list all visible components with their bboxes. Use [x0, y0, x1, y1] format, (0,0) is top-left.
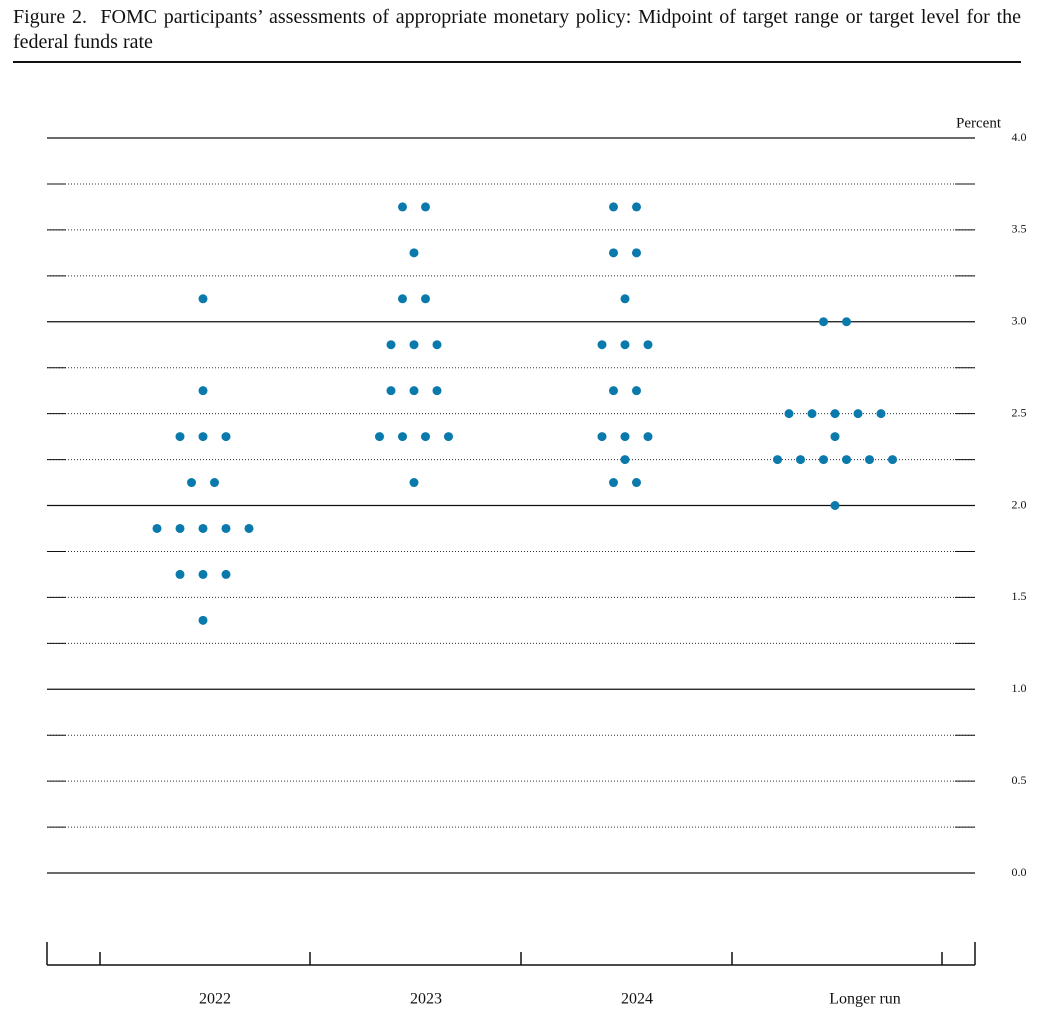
dot: [620, 294, 630, 304]
dot: [842, 317, 851, 327]
dot: [888, 455, 897, 465]
dot: [398, 202, 407, 212]
chart-title: Figure 2. FOMC participants’ assessments…: [13, 6, 1026, 53]
dot: [807, 409, 817, 419]
dot: [198, 615, 208, 625]
dot: [386, 340, 396, 350]
y-tick-label: 0.0: [1012, 865, 1027, 879]
dot: [421, 202, 430, 212]
x-tick-label: 2023: [410, 991, 442, 1008]
y-tick-label: 3.5: [1012, 222, 1027, 236]
y-tick-label: 4.0: [1012, 130, 1027, 144]
dot: [853, 409, 863, 419]
dot: [221, 569, 231, 579]
dot: [221, 523, 231, 533]
dot: [609, 202, 618, 212]
dot: [609, 478, 618, 488]
dot: [830, 501, 840, 510]
dot: [819, 317, 828, 327]
dot: [842, 455, 851, 465]
dot: [830, 409, 840, 419]
dot: [187, 478, 196, 488]
dot: [609, 386, 618, 396]
dot: [198, 569, 208, 579]
y-tick-label: 2.5: [1012, 405, 1027, 419]
dot: [620, 432, 630, 442]
dot: [244, 523, 254, 533]
dot: [444, 432, 453, 442]
dot: [597, 340, 607, 350]
y-tick-label: 2.0: [1012, 497, 1027, 511]
x-tick-label: 2022: [199, 991, 231, 1008]
dot: [409, 248, 419, 258]
dot: [409, 386, 419, 396]
dot: [198, 294, 208, 304]
y-tick-label: 0.5: [1012, 773, 1027, 787]
dot: [375, 432, 384, 442]
dot: [152, 523, 162, 533]
dot: [632, 478, 641, 488]
dot: [773, 455, 782, 465]
dot: [409, 340, 419, 350]
dot: [421, 432, 430, 442]
dot: [432, 386, 442, 396]
x-tick-label: Longer run: [829, 991, 901, 1008]
dot: [876, 409, 886, 419]
dot: [221, 432, 231, 442]
dot: [819, 455, 828, 465]
dot: [632, 386, 641, 396]
title-rule: [13, 61, 1021, 63]
dot: [198, 523, 208, 533]
y-tick-label: 1.5: [1012, 589, 1027, 603]
y-axis-label: Percent: [956, 115, 1002, 131]
dot: [175, 432, 185, 442]
dot: [398, 432, 407, 442]
x-tick-label: 2024: [621, 991, 653, 1008]
dot: [865, 455, 874, 465]
dot: [421, 294, 430, 304]
dot: [609, 248, 618, 258]
dot: [830, 432, 840, 442]
dot: [409, 478, 419, 488]
dot: [632, 202, 641, 212]
dot: [386, 386, 396, 396]
dot: [210, 478, 219, 488]
dot: [784, 409, 794, 419]
y-tick-label: 1.0: [1012, 681, 1027, 695]
y-tick-label: 3.0: [1012, 314, 1027, 328]
dot: [175, 523, 185, 533]
dot: [796, 455, 805, 465]
dot: [175, 569, 185, 579]
dot: [198, 386, 208, 396]
dot: [632, 248, 641, 258]
dot: [432, 340, 442, 350]
dot: [643, 432, 653, 442]
dot: [643, 340, 653, 350]
dot: [597, 432, 607, 442]
x-axis: [46, 942, 976, 966]
dot: [198, 432, 208, 442]
dot: [620, 340, 630, 350]
dot: [620, 455, 630, 465]
dot: [398, 294, 407, 304]
